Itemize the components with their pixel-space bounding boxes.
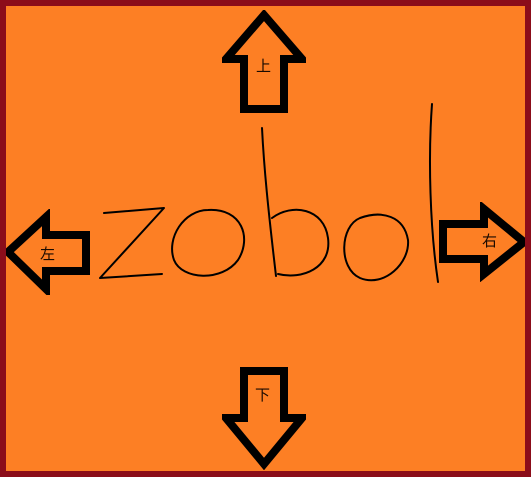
arrow-down-icon [222,367,306,470]
arrow-up-icon [222,10,306,113]
game-logo: zobol [92,98,452,293]
down-arrow-button[interactable]: 下 [222,366,306,470]
left-arrow-button[interactable]: 左 [6,209,94,295]
arrow-right-icon [439,202,525,282]
zobol-logo-drawing [99,103,439,283]
arrow-left-icon [6,209,90,295]
